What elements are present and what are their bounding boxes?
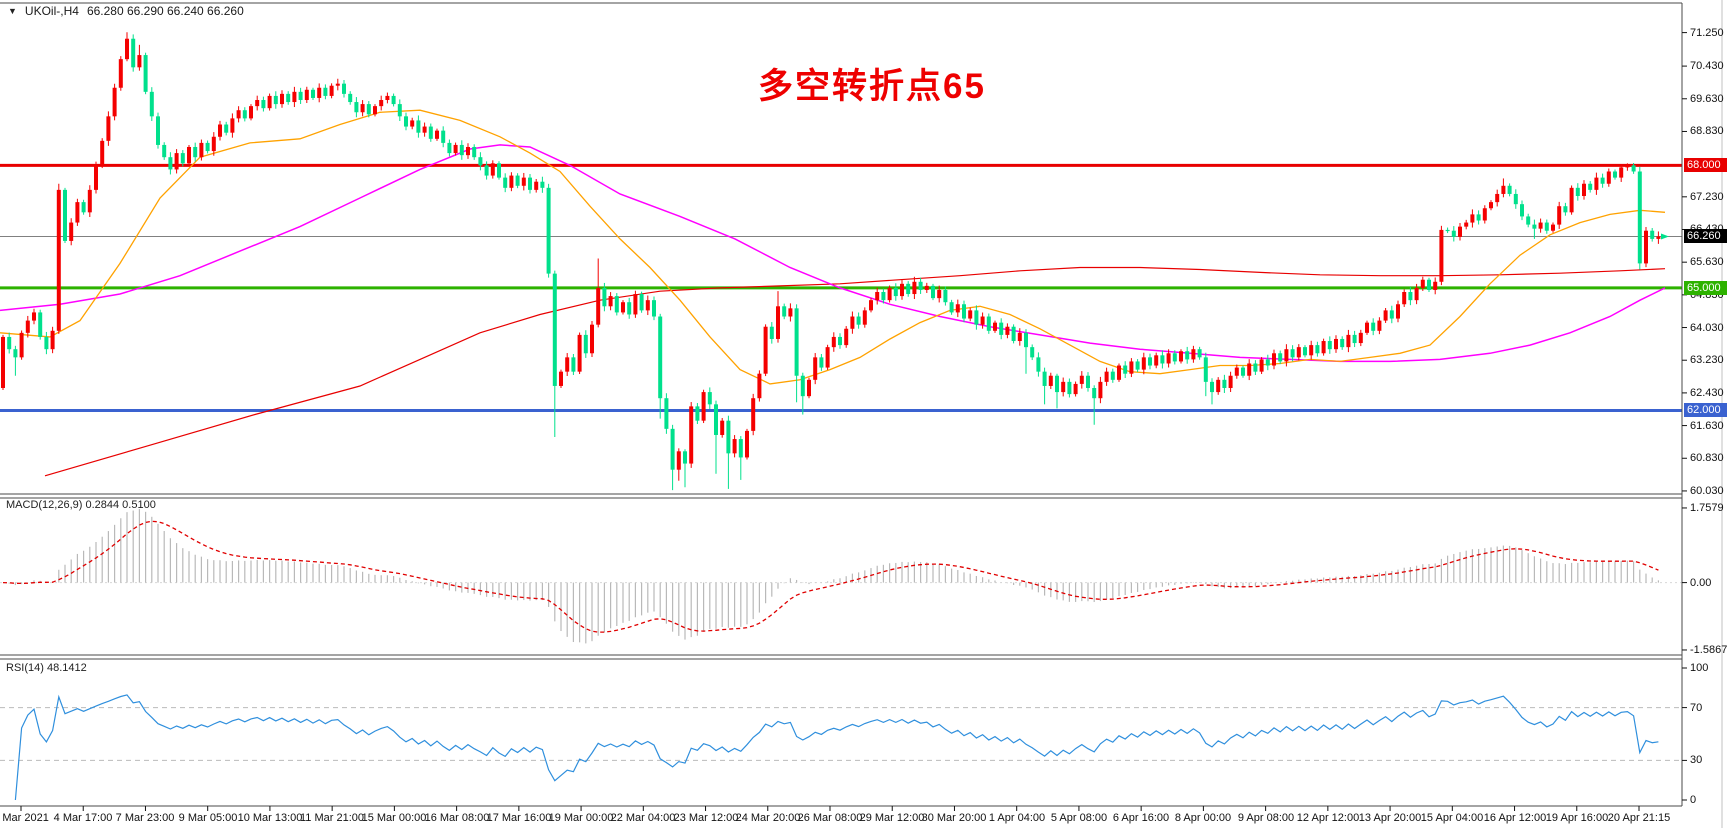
text-annotation[interactable]: 多空转折点65 bbox=[758, 67, 986, 106]
pivot-line-price-badge: 65.000 bbox=[1684, 281, 1727, 295]
candlesticks[interactable] bbox=[1, 32, 1661, 491]
time-axis-label[interactable]: 12 Apr 12:00 bbox=[1296, 812, 1360, 824]
time-axis-label[interactable]: 6 Apr 16:00 bbox=[1112, 812, 1170, 824]
current-price-badge: 66.260 bbox=[1684, 229, 1727, 243]
time-axis-label[interactable]: 16 Mar 08:00 bbox=[424, 812, 490, 824]
time-axis-label[interactable]: 20 Apr 21:15 bbox=[1607, 812, 1671, 824]
symbol-timeframe-label: UKOil-,H4 bbox=[24, 4, 79, 18]
time-axis-label[interactable]: 1 Apr 04:00 bbox=[988, 812, 1046, 824]
price-axis-tick[interactable]: 61.630 bbox=[1690, 420, 1724, 432]
rsi-indicator-value: 48.1412 bbox=[46, 662, 87, 674]
slow-ma[interactable] bbox=[44, 266, 1666, 477]
time-axis-label[interactable]: 29 Mar 12:00 bbox=[859, 812, 925, 824]
time-axis-label[interactable]: 3 Mar 2021 bbox=[0, 812, 49, 824]
time-axis-label[interactable]: 26 Mar 08:00 bbox=[797, 812, 863, 824]
price-axis-tick[interactable]: 62.430 bbox=[1690, 387, 1724, 399]
time-axis-label[interactable]: 10 Mar 13:00 bbox=[237, 812, 303, 824]
support-line-price-badge: 62.000 bbox=[1684, 403, 1727, 417]
time-axis-label[interactable]: 9 Mar 05:00 bbox=[178, 812, 238, 824]
macd-histogram bbox=[8, 509, 1660, 644]
time-axis-label[interactable]: 19 Apr 16:00 bbox=[1545, 812, 1609, 824]
fast-ma[interactable] bbox=[0, 109, 1666, 385]
rsi-scale-label: 70 bbox=[1690, 702, 1703, 714]
rsi-scale-label: 100 bbox=[1690, 662, 1709, 674]
time-axis-label[interactable]: 16 Apr 12:00 bbox=[1483, 812, 1547, 824]
price-axis-tick[interactable]: 70.430 bbox=[1690, 60, 1724, 72]
time-axis-label[interactable]: 17 Mar 16:00 bbox=[486, 812, 552, 824]
time-axis-label[interactable]: 11 Mar 21:00 bbox=[299, 812, 365, 824]
chevron-down-icon[interactable]: ▼ bbox=[8, 6, 17, 16]
price-axis-tick[interactable]: 60.830 bbox=[1690, 452, 1724, 464]
mid-ma[interactable] bbox=[0, 144, 1666, 363]
time-axis-label[interactable]: 4 Mar 17:00 bbox=[53, 812, 113, 824]
macd-scale-label: 0.00 bbox=[1690, 577, 1712, 589]
price-axis-tick[interactable]: 65.630 bbox=[1690, 256, 1724, 268]
resistance-line-price-badge: 68.000 bbox=[1684, 158, 1727, 172]
macd-scale-label: 1.7579 bbox=[1690, 502, 1724, 514]
rsi-label: RSI(14) 48.1412 bbox=[6, 662, 87, 674]
rsi-scale-label: 0 bbox=[1690, 794, 1697, 806]
time-axis-label[interactable]: 15 Apr 04:00 bbox=[1420, 812, 1484, 824]
macd-panel[interactable] bbox=[0, 509, 1682, 644]
time-axis-label[interactable]: 9 Apr 08:00 bbox=[1237, 812, 1295, 824]
rsi-line bbox=[14, 694, 1659, 801]
time-axis-label[interactable]: 5 Apr 08:00 bbox=[1050, 812, 1108, 824]
macd-indicator-name: MACD(12,26,9) bbox=[6, 499, 83, 511]
price-axis-tick[interactable]: 64.030 bbox=[1690, 322, 1724, 334]
macd-scale-label: -1.5867 bbox=[1690, 644, 1728, 656]
chart-header: ▼ UKOil-,H4 66.280 66.290 66.240 66.260 bbox=[8, 4, 244, 18]
time-axis-label[interactable]: 13 Apr 20:00 bbox=[1358, 812, 1422, 824]
time-axis-label[interactable]: 23 Mar 12:00 bbox=[673, 812, 739, 824]
rsi-panel[interactable] bbox=[0, 694, 1682, 801]
time-axis-label[interactable]: 22 Mar 04:00 bbox=[610, 812, 676, 824]
price-axis-tick[interactable]: 69.630 bbox=[1690, 93, 1724, 105]
time-axis-label[interactable]: 15 Mar 00:00 bbox=[361, 812, 427, 824]
price-axis-tick[interactable]: 67.230 bbox=[1690, 191, 1724, 203]
ohlc-values: 66.280 66.290 66.240 66.260 bbox=[86, 4, 244, 18]
rsi-scale-label: 30 bbox=[1690, 754, 1703, 766]
time-axis-label[interactable]: 8 Apr 00:00 bbox=[1174, 812, 1232, 824]
time-axis-label[interactable]: 19 Mar 00:00 bbox=[548, 812, 614, 824]
time-axis-label[interactable]: 7 Mar 23:00 bbox=[115, 812, 175, 824]
main-chart-panel[interactable] bbox=[0, 32, 1682, 491]
last-price-arrow bbox=[1661, 233, 1669, 240]
macd-indicator-values: 0.2844 0.5100 bbox=[85, 499, 156, 511]
macd-signal-line bbox=[2, 520, 1659, 633]
price-axis-tick[interactable]: 71.250 bbox=[1690, 27, 1724, 39]
rsi-indicator-name: RSI(14) bbox=[6, 662, 44, 674]
price-axis-tick[interactable]: 63.230 bbox=[1690, 354, 1724, 366]
time-axis-label[interactable]: 24 Mar 20:00 bbox=[735, 812, 801, 824]
price-axis-tick[interactable]: 60.030 bbox=[1690, 485, 1724, 497]
price-axis-tick[interactable]: 68.830 bbox=[1690, 125, 1724, 137]
time-axis-label[interactable]: 30 Mar 20:00 bbox=[921, 812, 987, 824]
macd-label: MACD(12,26,9) 0.2844 0.5100 bbox=[6, 499, 156, 511]
